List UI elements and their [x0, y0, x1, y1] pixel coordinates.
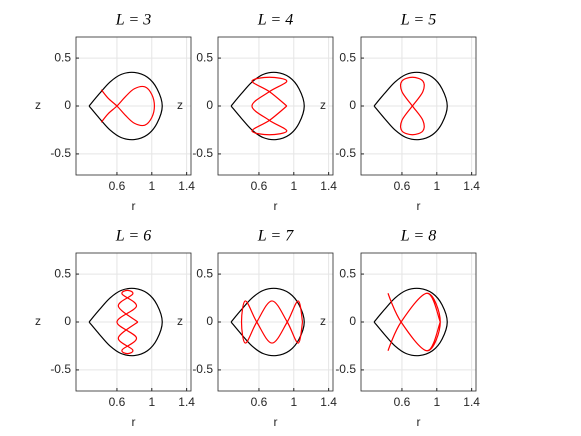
y-tick-label: -0.5: [335, 146, 356, 160]
x-axis-label: r: [274, 199, 278, 213]
x-tick-label: 1.4: [463, 395, 480, 409]
x-axis-label: r: [274, 415, 278, 429]
chart-title: L = 4: [257, 12, 293, 29]
y-tick-label: 0.5: [196, 266, 213, 280]
x-axis-label: r: [417, 415, 421, 429]
axes-box: [217, 252, 334, 392]
y-axis-label: z: [35, 98, 41, 112]
y-axis-label: z: [177, 314, 183, 328]
x-tick-label: 0.6: [109, 395, 126, 409]
curve: [400, 76, 425, 136]
y-axis-label: z: [320, 314, 326, 328]
x-tick-label: 1.4: [178, 179, 195, 193]
y-tick-label: 0.5: [54, 50, 71, 64]
x-tick-label: 1: [290, 395, 297, 409]
y-tick-label: -0.5: [192, 362, 213, 376]
y-tick-label: 0.5: [339, 50, 356, 64]
x-tick-label: 0.6: [394, 395, 411, 409]
y-axis-label: z: [320, 98, 326, 112]
y-axis-label: z: [35, 314, 41, 328]
x-tick-label: 1: [433, 395, 440, 409]
x-tick-label: 1: [148, 395, 155, 409]
curve: [387, 292, 441, 352]
axes-box: [75, 36, 192, 176]
y-tick-label: -0.5: [50, 362, 71, 376]
x-tick-label: 1.4: [178, 395, 195, 409]
y-tick-label: 0.5: [196, 50, 213, 64]
x-tick-label: 1: [290, 179, 297, 193]
x-axis-label: r: [132, 199, 136, 213]
chart-title: L = 8: [400, 228, 436, 245]
x-tick-label: 0.6: [394, 179, 411, 193]
curve: [373, 71, 448, 141]
x-axis-label: r: [132, 415, 136, 429]
x-tick-label: 1.4: [320, 179, 337, 193]
chart-title: L = 7: [257, 228, 294, 245]
y-tick-label: 0.5: [54, 266, 71, 280]
x-tick-label: 1.4: [320, 395, 337, 409]
curve: [100, 85, 156, 127]
y-tick-label: -0.5: [50, 146, 71, 160]
x-tick-label: 1.4: [463, 179, 480, 193]
chart-title: L = 3: [115, 12, 151, 29]
y-tick-label: 0: [64, 314, 71, 328]
y-tick-label: 0: [206, 314, 213, 328]
chart-title: L = 6: [115, 228, 151, 245]
y-tick-label: 0: [349, 314, 356, 328]
curve: [240, 300, 304, 344]
curve: [251, 76, 288, 136]
axes-box: [360, 36, 477, 176]
axes-box: [75, 252, 192, 392]
y-tick-label: 0: [64, 98, 71, 112]
y-tick-label: 0: [349, 98, 356, 112]
curve: [373, 287, 448, 357]
y-tick-label: -0.5: [192, 146, 213, 160]
axes-box: [217, 36, 334, 176]
y-tick-label: 0: [206, 98, 213, 112]
curve: [88, 287, 163, 357]
y-tick-label: 0.5: [339, 266, 356, 280]
curve: [230, 287, 305, 357]
x-tick-label: 0.6: [109, 179, 126, 193]
x-axis-label: r: [417, 199, 421, 213]
curve: [88, 71, 163, 141]
y-axis-label: z: [177, 98, 183, 112]
x-tick-label: 0.6: [251, 179, 268, 193]
chart-title: L = 5: [400, 12, 436, 29]
x-tick-label: 1: [433, 179, 440, 193]
x-tick-label: 0.6: [251, 395, 268, 409]
axes-box: [360, 252, 477, 392]
y-tick-label: -0.5: [335, 362, 356, 376]
curve: [116, 289, 139, 355]
x-tick-label: 1: [148, 179, 155, 193]
